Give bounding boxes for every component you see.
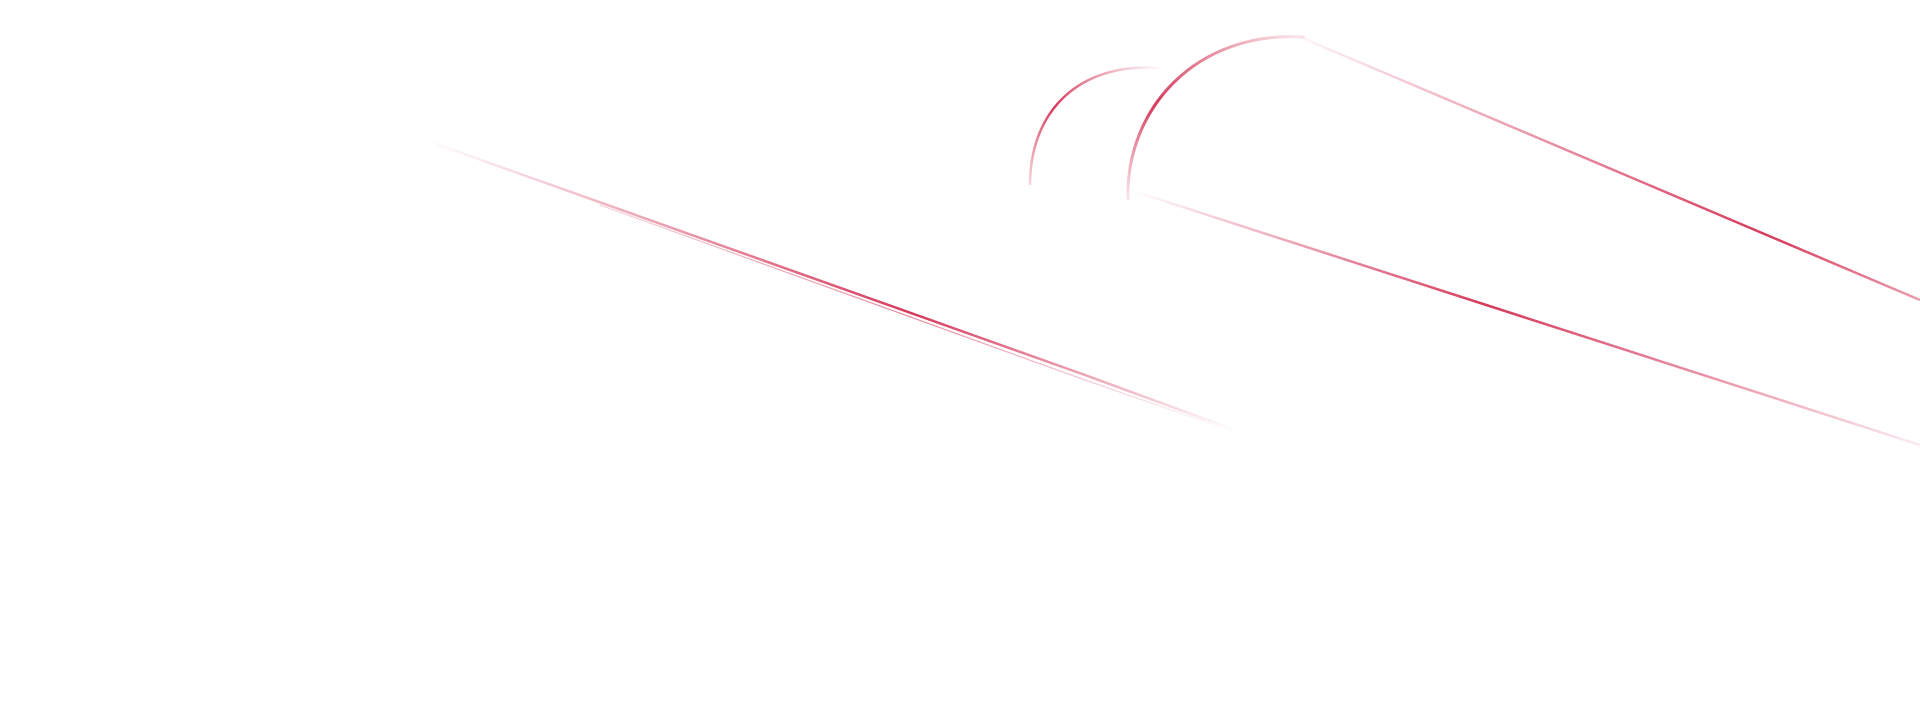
diagonal-line-left bbox=[424, 138, 1236, 432]
diagonal-line-left-inner bbox=[599, 204, 1236, 433]
small-arc bbox=[1028, 66, 1161, 186]
large-arc bbox=[1126, 35, 1306, 201]
lower-diagonal-line bbox=[1129, 188, 1920, 447]
upper-diagonal-line bbox=[1299, 35, 1920, 302]
